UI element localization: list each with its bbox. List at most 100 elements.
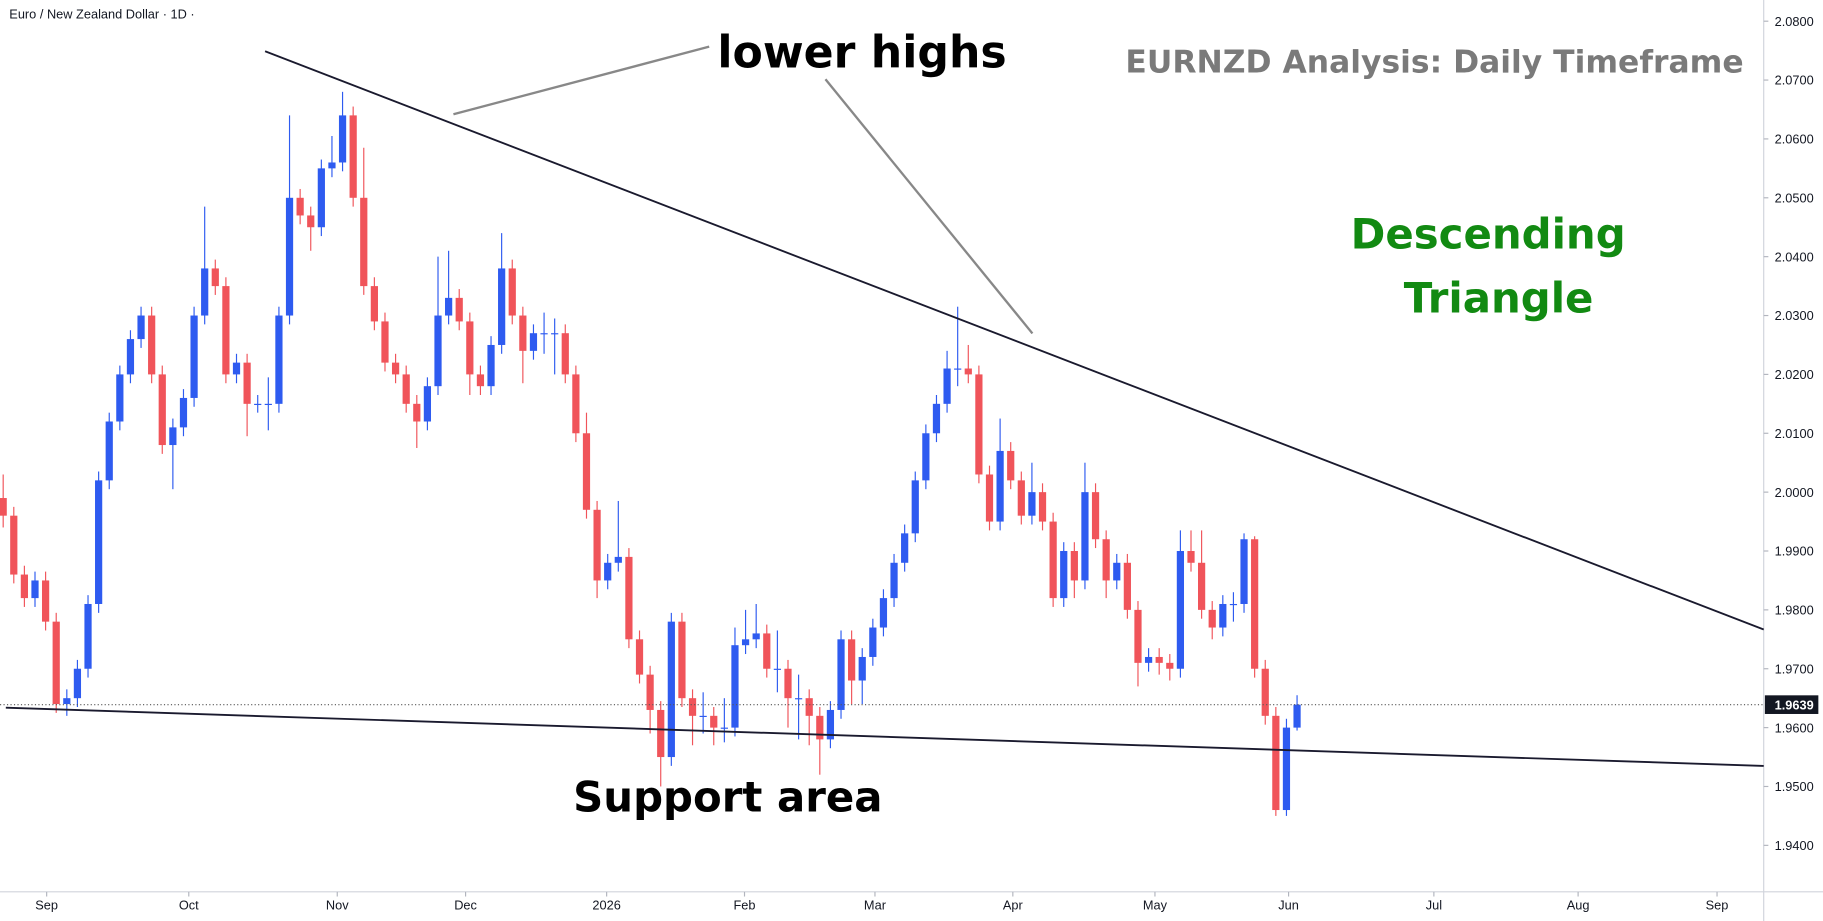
candle-body: [1123, 562, 1131, 610]
candle-body: [169, 427, 177, 446]
candle-body: [519, 315, 527, 351]
candle-body: [763, 633, 771, 669]
y-tick-label: 2.0100: [1775, 426, 1814, 441]
candle-body: [1049, 521, 1057, 599]
x-tick-label: Oct: [179, 897, 199, 912]
candle-body: [1028, 492, 1036, 516]
candle-body: [1187, 551, 1195, 563]
y-tick-label: 1.9500: [1775, 779, 1814, 794]
candle-body: [455, 297, 463, 322]
y-tick-label: 2.0600: [1775, 132, 1814, 147]
candle-body: [985, 474, 994, 522]
candle-body: [1017, 480, 1025, 516]
candle-body: [391, 362, 400, 375]
candle-body: [604, 562, 612, 581]
candle-body: [869, 627, 877, 657]
candle-body: [593, 509, 601, 581]
candle-body: [402, 374, 410, 404]
candle-body: [317, 168, 325, 228]
candle-body: [572, 374, 580, 434]
candle-body: [285, 197, 294, 316]
annotation: Triangle: [1404, 273, 1594, 322]
x-tick-label: 2026: [592, 897, 620, 912]
y-tick-label: 1.9900: [1775, 544, 1814, 559]
annotation: EURNZD Analysis: Daily Timeframe: [1125, 44, 1743, 80]
candle-body: [498, 268, 506, 345]
annotation: Descending: [1351, 209, 1626, 258]
candle-body: [1176, 551, 1185, 669]
candle-body: [31, 580, 39, 599]
candle-body: [922, 433, 930, 481]
candle-body: [63, 698, 71, 705]
candle-body: [1070, 551, 1078, 581]
symbol-title: Euro / New Zealand Dollar · 1D ·: [9, 7, 194, 22]
candle-body: [688, 698, 697, 716]
candle-body: [529, 333, 538, 351]
candle-body: [561, 333, 569, 375]
candle-body: [1219, 603, 1227, 628]
candle-body: [1229, 603, 1238, 606]
candle-body: [720, 727, 728, 729]
candle-body: [1251, 539, 1259, 669]
candle-body: [625, 556, 633, 640]
candle-body: [901, 533, 909, 563]
candle-body: [879, 598, 888, 628]
candle-body: [1081, 492, 1089, 581]
candle-body: [1102, 539, 1110, 581]
last-price-label: 1.9639: [1775, 697, 1814, 712]
last-price-tag: [1764, 695, 1819, 714]
candle-body: [975, 374, 983, 475]
candle-body: [1282, 727, 1291, 811]
candle-body: [848, 639, 856, 681]
candle-body: [10, 515, 18, 575]
candle-body: [1144, 656, 1153, 663]
x-tick-label: Jun: [1278, 897, 1299, 912]
x-tick-label: Jul: [1426, 897, 1442, 912]
y-tick-label: 2.0400: [1775, 249, 1814, 264]
x-tick-label: Mar: [864, 897, 887, 912]
candle-body: [0, 498, 7, 516]
annotation: Support area: [573, 772, 882, 821]
candle-body: [964, 368, 972, 375]
candle-body: [95, 480, 103, 604]
candle-body: [890, 562, 898, 599]
x-tick-label: Sep: [35, 897, 58, 912]
candle-body: [773, 668, 781, 670]
candle-body: [73, 668, 82, 699]
candle-body: [1007, 450, 1015, 481]
candle-body: [1134, 609, 1142, 663]
candle-body: [614, 556, 622, 563]
x-tick-label: Sep: [1706, 897, 1729, 912]
candle-body: [201, 268, 209, 316]
candle-body: [476, 374, 485, 387]
candle-body: [222, 286, 230, 375]
candle-body: [434, 315, 442, 387]
candle-body: [1198, 562, 1206, 610]
candle-body: [1060, 551, 1068, 599]
y-tick-label: 1.9700: [1775, 661, 1814, 676]
candle-body: [794, 698, 803, 700]
plot-area: [0, 91, 1764, 816]
candle-body: [752, 633, 760, 640]
x-tick-label: Feb: [733, 897, 755, 912]
candle-body: [657, 709, 665, 758]
candle-body: [1166, 662, 1174, 669]
candle-body: [1091, 492, 1100, 540]
candle-body: [41, 580, 50, 622]
candle-body: [84, 603, 92, 669]
candle-body: [487, 344, 495, 387]
candle-body: [232, 362, 241, 375]
candle-body: [413, 403, 421, 422]
candle-body: [105, 421, 113, 481]
candle-body: [540, 333, 548, 335]
pointer-line: [453, 45, 710, 116]
candle-body: [307, 215, 315, 228]
candle-body: [338, 115, 347, 163]
candle-body: [1240, 539, 1248, 604]
y-tick-label: 2.0200: [1775, 367, 1814, 382]
x-tick-label: Nov: [326, 897, 349, 912]
candle-body: [731, 645, 739, 728]
candle-body: [296, 197, 304, 216]
candle-body: [20, 574, 28, 599]
candle-body: [784, 668, 792, 699]
